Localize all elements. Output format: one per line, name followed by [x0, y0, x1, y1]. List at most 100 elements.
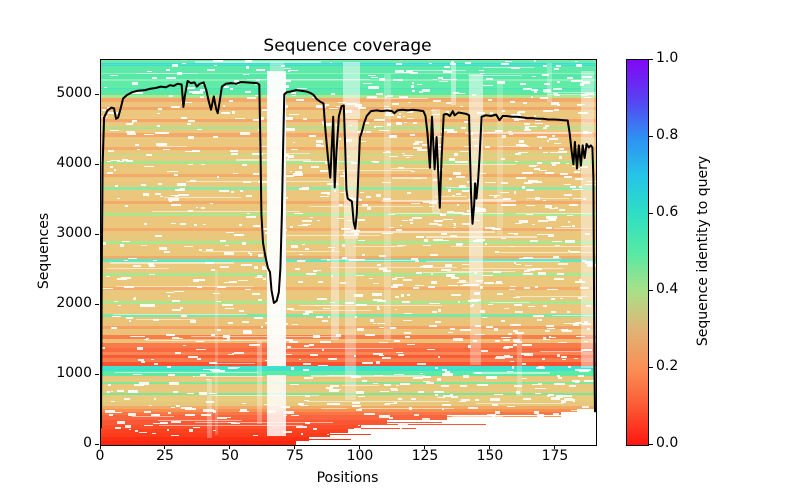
identity-band	[101, 432, 330, 438]
speckle	[201, 163, 206, 165]
speckle	[355, 274, 365, 277]
y-tick-label: 0	[83, 435, 92, 451]
speckle	[485, 146, 490, 149]
speckle	[452, 338, 463, 341]
speckle	[141, 184, 147, 186]
speckle	[188, 429, 194, 432]
speckle	[456, 192, 462, 196]
speckle	[552, 413, 560, 416]
x-tick-mark	[489, 445, 491, 449]
speckle	[292, 141, 296, 144]
speckle	[364, 412, 375, 416]
speckle	[551, 297, 555, 301]
speckle	[224, 244, 230, 246]
speckle	[545, 325, 555, 327]
speckle	[444, 371, 450, 374]
speckle	[313, 427, 318, 430]
speckle	[575, 64, 582, 67]
speckle	[516, 390, 520, 394]
speckle	[567, 214, 573, 217]
speckle-long	[320, 259, 357, 261]
speckle	[277, 191, 283, 193]
speckle-long	[157, 145, 187, 147]
speckle	[501, 237, 507, 240]
speckle	[459, 385, 467, 387]
speckle	[239, 310, 244, 312]
speckle-long	[235, 159, 312, 161]
speckle	[480, 286, 483, 289]
speckle	[109, 413, 114, 416]
speckle-long	[425, 236, 537, 238]
speckle	[538, 181, 543, 184]
speckle	[406, 157, 411, 159]
speckle	[444, 66, 450, 68]
speckle	[438, 223, 443, 226]
speckle	[115, 427, 122, 430]
speckle	[262, 277, 266, 280]
speckle	[471, 299, 481, 302]
speckle	[580, 166, 588, 168]
speckle	[477, 428, 488, 432]
speckle	[264, 321, 271, 325]
speckle	[368, 196, 372, 199]
speckle	[181, 315, 188, 318]
speckle	[116, 160, 125, 163]
speckle	[165, 69, 171, 72]
speckle	[512, 366, 515, 369]
speckle	[148, 404, 152, 407]
x-tick-mark	[99, 445, 101, 449]
speckle	[258, 146, 270, 148]
speckle	[437, 148, 442, 151]
speckle	[400, 224, 403, 227]
speckle-long	[298, 304, 344, 306]
speckle	[468, 426, 478, 428]
speckle	[194, 84, 198, 87]
speckle	[327, 316, 331, 319]
speckle	[484, 282, 495, 284]
speckle	[193, 427, 201, 429]
speckle	[563, 194, 573, 197]
speckle	[127, 133, 136, 135]
speckle	[174, 351, 181, 354]
y-tick-label: 2000	[56, 295, 92, 311]
speckle-long	[472, 372, 550, 374]
speckle	[501, 203, 504, 206]
speckle	[521, 420, 527, 423]
speckle	[533, 114, 537, 118]
speckle	[379, 326, 385, 329]
speckle	[433, 219, 444, 223]
speckle	[398, 424, 408, 427]
speckle	[468, 407, 478, 410]
speckle	[559, 156, 563, 159]
speckle	[292, 94, 297, 97]
speckle	[542, 357, 545, 361]
speckle	[550, 417, 557, 420]
speckle	[168, 412, 172, 414]
speckle	[281, 322, 289, 325]
speckle-long	[451, 246, 596, 248]
speckle	[101, 347, 106, 350]
y-tick-mark	[95, 303, 99, 305]
speckle	[389, 226, 394, 228]
speckle	[233, 352, 244, 355]
speckle	[377, 263, 382, 266]
speckle	[474, 219, 481, 222]
speckle	[533, 60, 537, 62]
speckle	[110, 391, 113, 393]
speckle	[403, 154, 413, 157]
speckle	[480, 310, 486, 313]
speckle	[414, 414, 420, 416]
speckle	[110, 400, 115, 403]
speckle	[156, 112, 161, 114]
speckle	[232, 172, 239, 174]
speckle-long	[212, 395, 320, 397]
speckle	[339, 175, 346, 177]
speckle	[402, 300, 410, 303]
speckle	[219, 265, 230, 269]
speckle	[417, 391, 425, 394]
speckle	[579, 369, 590, 372]
speckle	[537, 161, 542, 164]
speckle	[577, 296, 582, 300]
speckle	[223, 281, 232, 284]
colorbar-tick-mark	[649, 443, 653, 445]
